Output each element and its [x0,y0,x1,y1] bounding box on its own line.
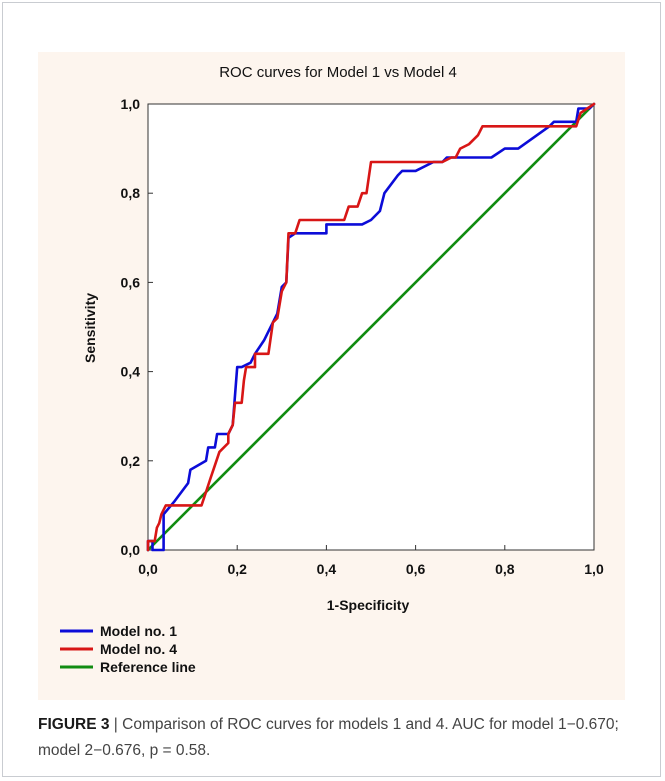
x-tick-label: 0,4 [317,561,337,577]
chart-title: ROC curves for Model 1 vs Model 4 [219,64,457,81]
legend: Model no. 1 Model no. 4 Reference line [60,623,196,675]
series-line-reference-line [146,102,596,552]
axis-ticks: 0,0 0,2 0,4 0,6 0,8 1,0 0,0 0,2 0,4 0,6 0,8 1,0 [121,96,604,577]
figure-panel: ROC curves for Model 1 vs Model 4 0,0 0,2… [38,52,625,700]
y-axis-label: Sensitivity [82,293,98,363]
y-tick-label: 0,2 [121,453,141,469]
series-layer [146,102,596,552]
y-tick-label: 0,4 [121,364,141,380]
roc-chart: ROC curves for Model 1 vs Model 4 0,0 0,2… [60,64,604,675]
x-axis-label: 1-Specificity [327,597,410,613]
legend-label: Model no. 4 [100,641,177,657]
legend-label: Model no. 1 [100,623,177,639]
y-tick-label: 1,0 [121,96,141,112]
y-tick-label: 0,8 [121,185,141,201]
x-tick-label: 0,2 [227,561,247,577]
figure-caption: FIGURE 3 | Comparison of ROC curves for … [38,712,628,764]
y-tick-label: 0,6 [121,274,141,290]
legend-label: Reference line [100,659,196,675]
series-line-model-no-4 [146,102,596,552]
figure-label: FIGURE 3 [38,716,110,733]
y-tick-label: 0,0 [121,542,141,558]
x-tick-label: 0,0 [138,561,158,577]
x-tick-label: 0,8 [495,561,515,577]
caption-text: | Comparison of ROC curves for models 1 … [38,716,619,759]
x-tick-label: 0,6 [406,561,426,577]
x-tick-label: 1,0 [584,561,604,577]
